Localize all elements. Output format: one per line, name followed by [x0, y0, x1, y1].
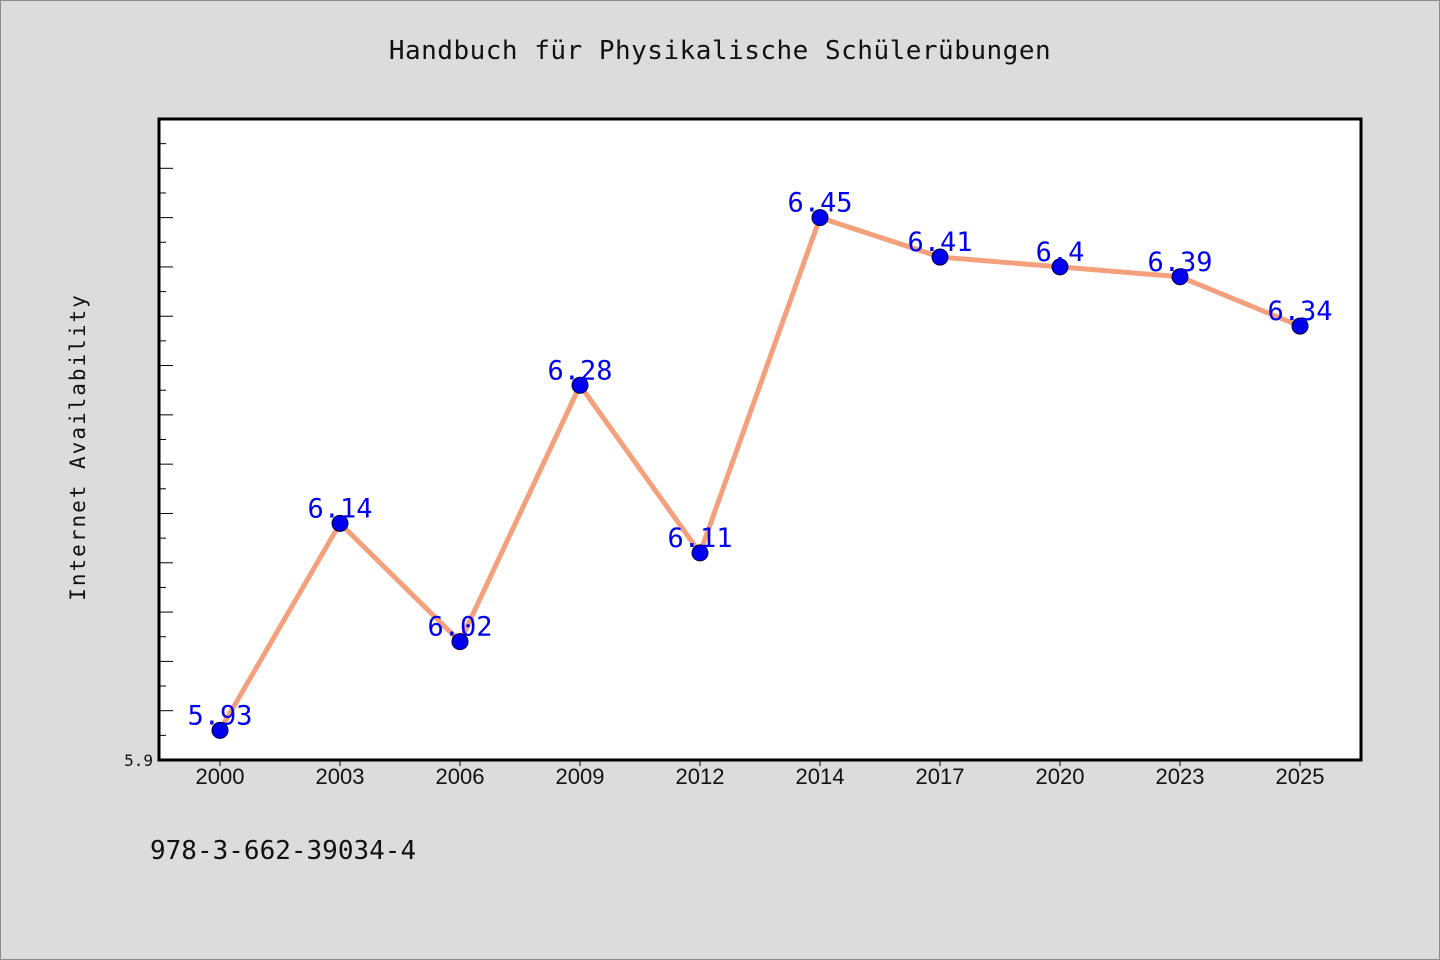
x-tick-label: 2003: [316, 764, 365, 789]
isbn-text: 978-3-662-39034-4: [150, 836, 417, 866]
data-point: [691, 544, 709, 562]
data-point: [1171, 268, 1189, 286]
x-tick-label: 2017: [916, 764, 965, 789]
x-tick-label: 2020: [1036, 764, 1085, 789]
data-label: 6.34: [1267, 296, 1332, 327]
data-point: [811, 209, 829, 227]
x-axis-ticks: 2000 2003 2006 2009 2012 2014 2017 2020 2023 2025: [196, 760, 1325, 789]
data-point: [1051, 258, 1069, 276]
chart-title: Handbuch für Physikalische Schülerübunge…: [388, 36, 1052, 66]
data-label: 6.45: [787, 188, 852, 219]
x-tick-label: 2000: [196, 764, 245, 789]
series-points-group: [211, 209, 1309, 739]
y-axis-ticks: 5.9: [124, 143, 173, 770]
data-label: 6.28: [547, 355, 612, 386]
data-point: [931, 248, 949, 266]
data-point: [331, 514, 349, 532]
data-label: 6.39: [1147, 247, 1212, 278]
x-tick-label: 2009: [556, 764, 605, 789]
x-tick-label: 2012: [676, 764, 725, 789]
x-tick-label: 2023: [1156, 764, 1205, 789]
data-label: 6.41: [907, 227, 972, 258]
x-tick-label: 2025: [1276, 764, 1325, 789]
series-line: [217, 215, 1303, 733]
x-tick-label: 2014: [796, 764, 845, 789]
data-label: 6.11: [667, 523, 732, 554]
data-label: 6.4: [1036, 237, 1085, 268]
data-label: 6.14: [307, 493, 372, 524]
data-point: [451, 633, 469, 651]
data-label: 5.93: [187, 700, 252, 731]
data-point: [211, 721, 229, 739]
plot-area: [157, 117, 1363, 762]
data-labels-group: 5.93 6.14 6.02 6.28 6.11 6.45 6.41 6.4 6.39 6.34: [187, 188, 1332, 732]
series-line-group: [217, 215, 1303, 733]
x-tick-label: 2006: [436, 764, 485, 789]
y-axis-label: Internet Availability: [66, 293, 90, 601]
data-point: [1291, 317, 1309, 335]
data-point: [571, 376, 589, 394]
y-tick-label: 5.9: [124, 751, 153, 770]
data-label: 6.02: [427, 612, 492, 643]
